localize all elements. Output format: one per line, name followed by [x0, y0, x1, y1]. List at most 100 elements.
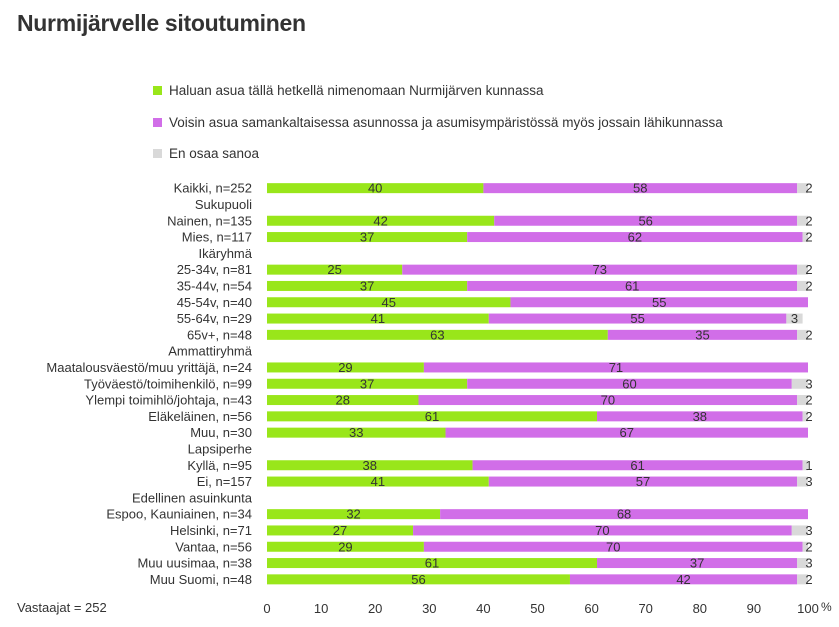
footnote: Vastaajat = 252 [17, 600, 107, 615]
data-label: 2 [805, 213, 812, 228]
bar-segment [797, 476, 808, 487]
x-tick-label: 30 [422, 601, 436, 616]
bar-segment [802, 411, 808, 422]
bar-segment [267, 183, 484, 194]
data-label: 56 [411, 572, 425, 587]
bar-segment [267, 525, 414, 536]
x-tick-label: 90 [747, 601, 761, 616]
data-label: 32 [346, 507, 360, 522]
group-label: Lapsiperhe [188, 441, 252, 456]
bar-segment [488, 476, 798, 487]
data-label: 42 [676, 572, 690, 587]
data-label: 37 [360, 230, 374, 245]
chart-title: Nurmijärvelle sitoutuminen [17, 10, 306, 36]
data-label: 25 [327, 262, 341, 277]
data-label: 3 [805, 376, 812, 391]
bar-segment [267, 476, 489, 487]
data-label: 2 [805, 393, 812, 408]
data-label: 33 [349, 425, 363, 440]
x-tick-label: 50 [530, 601, 544, 616]
data-label: 1 [805, 458, 812, 473]
data-label: 37 [360, 376, 374, 391]
bar-segment [791, 378, 808, 389]
data-label: 41 [371, 474, 385, 489]
data-label: 2 [805, 262, 812, 277]
data-label: 40 [368, 181, 382, 196]
row-label: 45-54v, n=40 [177, 295, 252, 310]
data-label: 55 [652, 295, 666, 310]
bar-segment [267, 574, 570, 585]
legend-item-1: Haluan asua tällä hetkellä nimenomaan Nu… [153, 83, 543, 98]
data-label: 56 [638, 213, 652, 228]
legend-label-3: En osaa sanoa [169, 146, 260, 161]
data-label: 57 [636, 474, 650, 489]
data-label: 70 [595, 523, 609, 538]
bar-segment [597, 558, 798, 569]
bar-segment [494, 215, 798, 226]
bar-segment [797, 574, 808, 585]
bar-segment [597, 411, 803, 422]
row-label: Vantaa, n=56 [175, 539, 252, 554]
row-label: 55-64v, n=29 [177, 311, 252, 326]
data-label: 61 [625, 278, 639, 293]
row-label: 35-44v, n=54 [177, 278, 252, 293]
bar-segment [267, 395, 419, 406]
x-tick-label: 60 [584, 601, 598, 616]
bar-segment [467, 232, 803, 243]
data-label: 2 [805, 539, 812, 554]
row-label: Eläkeläinen, n=56 [148, 409, 252, 424]
x-tick-label: 0 [263, 601, 270, 616]
bar-segment [472, 460, 803, 471]
row-label: Mies, n=117 [182, 230, 252, 245]
bar-segment [797, 183, 808, 194]
data-label: 41 [371, 311, 385, 326]
row-label: Kaikki, n=252 [174, 181, 252, 196]
data-label: 38 [363, 458, 377, 473]
bar-segment [267, 509, 441, 520]
bar-segment [423, 541, 803, 552]
data-label: 73 [592, 262, 606, 277]
row-label: 65v+, n=48 [187, 327, 252, 342]
bar-segment [267, 215, 495, 226]
data-label: 61 [425, 556, 439, 571]
data-label: 35 [695, 327, 709, 342]
data-label: 2 [805, 181, 812, 196]
group-label: Ammattiryhmä [168, 344, 253, 359]
data-label: 42 [373, 213, 387, 228]
x-tick-label: 40 [476, 601, 490, 616]
data-label: 28 [336, 393, 350, 408]
data-label: 2 [805, 409, 812, 424]
bar-segment [418, 395, 798, 406]
bar-segment [797, 395, 808, 406]
bar-segment [607, 329, 798, 340]
x-tick-label: 10 [314, 601, 328, 616]
group-label: Edellinen asuinkunta [132, 490, 253, 505]
bar-segment [797, 264, 808, 275]
bar-segment [413, 525, 792, 536]
bar-segment [267, 297, 511, 308]
data-label: 58 [633, 181, 647, 196]
row-label: Helsinki, n=71 [170, 523, 252, 538]
legend-item-3: En osaa sanoa [153, 146, 259, 161]
legend-swatch-2 [153, 118, 162, 127]
bar-segment [488, 313, 787, 324]
legend-label-2: Voisin asua samankaltaisessa asunnossa j… [169, 115, 723, 130]
x-tick-label: 100 [797, 601, 819, 616]
data-label: 70 [606, 539, 620, 554]
row-label: Nainen, n=135 [167, 213, 252, 228]
data-label: 29 [338, 360, 352, 375]
data-label: 27 [333, 523, 347, 538]
bar-segment [267, 232, 468, 243]
data-label: 3 [791, 311, 798, 326]
data-label: 2 [805, 278, 812, 293]
bar-segment [267, 411, 598, 422]
data-label: 61 [425, 409, 439, 424]
bar-segment [267, 313, 489, 324]
x-tick-label: 80 [693, 601, 707, 616]
row-label: Kyllä, n=95 [187, 458, 252, 473]
data-label: 67 [620, 425, 634, 440]
bar-segment [791, 525, 808, 536]
bar-segment [467, 378, 792, 389]
bar-segment [267, 329, 608, 340]
data-label: 62 [628, 230, 642, 245]
